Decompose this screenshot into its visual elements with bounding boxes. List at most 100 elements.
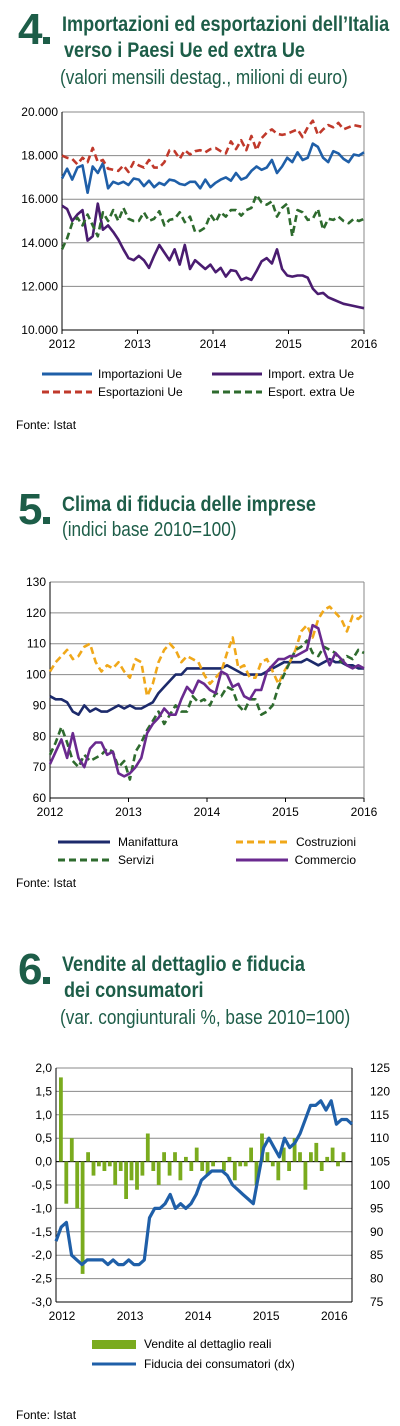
bar: [145, 1133, 150, 1162]
y-tick-label: 110: [27, 637, 46, 651]
bar: [80, 1161, 85, 1274]
series-line-3: [48, 639, 365, 781]
y-right-tick-label: 75: [370, 1295, 384, 1309]
y-right-tick-label: 90: [370, 1225, 384, 1239]
y-left-tick-label: 1,5: [35, 1084, 52, 1098]
y-left-tick-label: 0,5: [35, 1131, 52, 1145]
series-line-4: [60, 193, 365, 250]
legend-label: Vendite al dettaglio reali: [144, 1337, 271, 1351]
chart-4-plot: 20.000 18.000 16.000 14.000 12.000 10.0002012…: [21, 105, 378, 399]
y-right-tick-label: 95: [370, 1201, 384, 1215]
y-tick-label: 12.000: [21, 279, 58, 293]
series-line-4: [48, 623, 365, 778]
bar: [129, 1161, 134, 1181]
chart-panel-5: 5 Clima di fiducia delle imprese (indici…: [0, 480, 400, 930]
y-left-tick-label: -3,0: [31, 1295, 52, 1309]
series-line-confidence: [54, 1099, 354, 1267]
bar: [254, 1161, 259, 1185]
bar: [243, 1161, 248, 1167]
chart-4-title-line2: verso i Paesi Ue ed extra Ue: [64, 39, 305, 62]
x-tick-label: 2016: [351, 805, 378, 819]
series-line-1: [49, 657, 364, 716]
bar: [309, 1152, 313, 1162]
bar: [260, 1133, 264, 1162]
chart-5-subtitle: (indici base 2010=100): [62, 519, 237, 541]
chart-panel-4: 4 Importazioni ed esportazioni dell’Ital…: [0, 0, 400, 470]
bar: [75, 1161, 80, 1209]
chart-panel-6: 6 Vendite al dettaglio e fiducia dei con…: [0, 940, 400, 1426]
x-tick-label: 2012: [49, 1309, 76, 1323]
bar: [325, 1156, 330, 1162]
bar: [276, 1161, 281, 1181]
bar: [249, 1147, 253, 1162]
bar: [151, 1161, 156, 1171]
y-tick-label: 120: [26, 606, 46, 620]
bar: [281, 1147, 286, 1162]
bar: [178, 1161, 183, 1181]
bar: [64, 1161, 69, 1204]
x-tick-label: 2012: [37, 805, 64, 819]
bar: [140, 1161, 145, 1176]
series-line-1: [60, 142, 365, 194]
chart-4-number: 4: [18, 8, 51, 52]
chart-6-title-line2: dei consumatori: [64, 979, 204, 1002]
legend-label: Esport. extra Ue: [268, 385, 355, 399]
chart-6-source: Fonte: Istat: [16, 1408, 77, 1422]
x-tick-label: 2012: [49, 337, 76, 351]
y-tick-label: 60: [33, 791, 47, 805]
bar: [194, 1147, 199, 1162]
bar: [265, 1152, 270, 1162]
chart-4-subtitle: (valori mensili destag., milioni di euro…: [60, 67, 348, 89]
series-line-3: [61, 119, 365, 174]
bar: [222, 1161, 226, 1171]
bar: [270, 1161, 275, 1167]
y-left-tick-label: 0,0: [35, 1155, 52, 1169]
bar: [341, 1152, 346, 1162]
bar: [314, 1142, 319, 1162]
bar: [167, 1161, 172, 1176]
x-tick-label: 2014: [200, 337, 227, 351]
bar: [86, 1152, 90, 1162]
bar: [319, 1161, 324, 1171]
y-tick-label: 100: [26, 668, 46, 682]
series-line-2: [48, 605, 365, 698]
x-tick-label: 2016: [321, 1309, 348, 1323]
x-tick-label: 2014: [185, 1309, 212, 1323]
y-left-tick-label: -2,5: [31, 1272, 52, 1286]
legend-label: Importazioni Ue: [98, 367, 182, 381]
x-tick-label: 2014: [194, 805, 221, 819]
y-left-tick-label: 1,0: [35, 1108, 52, 1122]
bar: [184, 1156, 188, 1162]
chart-6-number: 6: [18, 948, 51, 992]
bar: [238, 1161, 243, 1167]
x-tick-label: 2015: [253, 1309, 280, 1323]
bar: [232, 1161, 237, 1181]
chart-6-subtitle: (var. congiunturali %, base 2010=100): [60, 1007, 351, 1029]
chart-6-plot: 2,0 1,5 1,0 0,5 0,0 -0,5 -1,0 -1,5 -2,0 -2,5 -3,0 1…: [31, 1061, 390, 1371]
bar: [227, 1156, 232, 1162]
bar: [135, 1161, 139, 1190]
bar: [205, 1161, 210, 1176]
bar: [107, 1161, 112, 1167]
y-right-tick-label: 80: [370, 1272, 384, 1286]
y-left-tick-label: 2,0: [35, 1061, 52, 1075]
bar: [211, 1161, 215, 1167]
bar: [330, 1147, 335, 1162]
bar: [336, 1161, 340, 1167]
y-tick-label: 90: [33, 698, 47, 712]
y-left-tick-label: -0,5: [31, 1178, 52, 1192]
legend-label: Fiducia dei consumatori (dx): [144, 1357, 295, 1371]
chart-6-title-line1: Vendite al dettaglio e fiducia: [62, 953, 305, 976]
bar: [200, 1161, 205, 1171]
bar: [287, 1161, 291, 1171]
x-tick-label: 2016: [351, 337, 378, 351]
y-tick-label: 16.000: [21, 192, 58, 206]
bar: [118, 1161, 123, 1171]
y-left-tick-label: -1,0: [31, 1201, 52, 1215]
y-tick-label: 14.000: [21, 236, 58, 250]
bar: [59, 1077, 63, 1162]
x-tick-label: 2013: [117, 1309, 144, 1323]
x-tick-label: 2013: [124, 337, 151, 351]
chart-4-title-line1: Importazioni ed esportazioni dell’Italia: [62, 13, 390, 36]
bar: [189, 1161, 194, 1171]
